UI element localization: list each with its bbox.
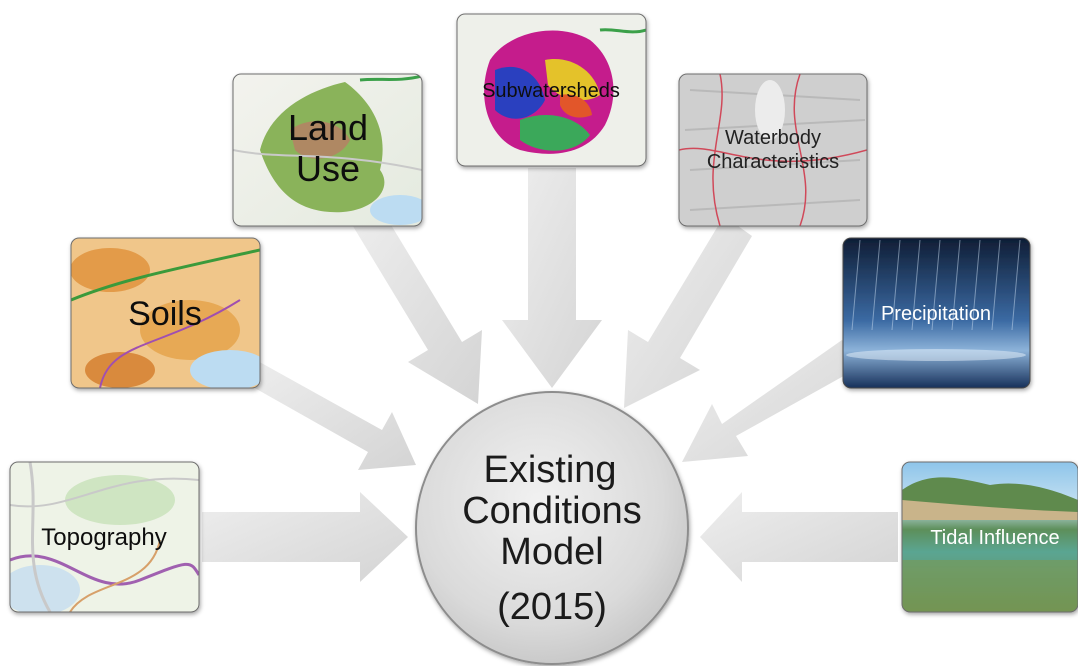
arrow-soils (244, 360, 416, 470)
arrow-waterbody (624, 216, 752, 408)
land-use-label-line2: Use (296, 148, 360, 189)
tidal-label: Tidal Influence (930, 527, 1059, 549)
center-model: Existing Conditions Model (2015) (415, 391, 689, 665)
center-title-line2: Conditions (462, 490, 642, 532)
arrow-precipitation (682, 340, 858, 462)
topography-box: Topography (9, 461, 200, 613)
subwatersheds-box: Subwatersheds (456, 13, 647, 167)
arrow-subwatersheds (502, 168, 602, 388)
arrow-tidal (700, 492, 898, 582)
subwatersheds-label: Subwatersheds (482, 80, 620, 102)
soils-box: Soils (70, 237, 261, 389)
center-title-line1: Existing (483, 449, 616, 491)
land-use-label-line1: Land (288, 107, 368, 148)
soils-label: Soils (128, 295, 202, 333)
center-year: (2015) (497, 586, 607, 628)
topography-label: Topography (41, 524, 166, 551)
precipitation-label: Precipitation (881, 303, 991, 325)
land-use-box: Land Use (232, 73, 423, 227)
precipitation-box: Precipitation (842, 237, 1031, 389)
waterbody-label-line1: Waterbody (725, 127, 821, 149)
arrow-land-use (348, 210, 482, 404)
arrow-topography (202, 492, 408, 582)
arrows (202, 168, 898, 582)
tidal-box: Tidal Influence (901, 461, 1078, 613)
center-title-line3: Model (500, 531, 604, 573)
center-circle (415, 391, 689, 665)
waterbody-box: Waterbody Characteristics (678, 73, 868, 227)
waterbody-label-line2: Characteristics (707, 151, 839, 173)
